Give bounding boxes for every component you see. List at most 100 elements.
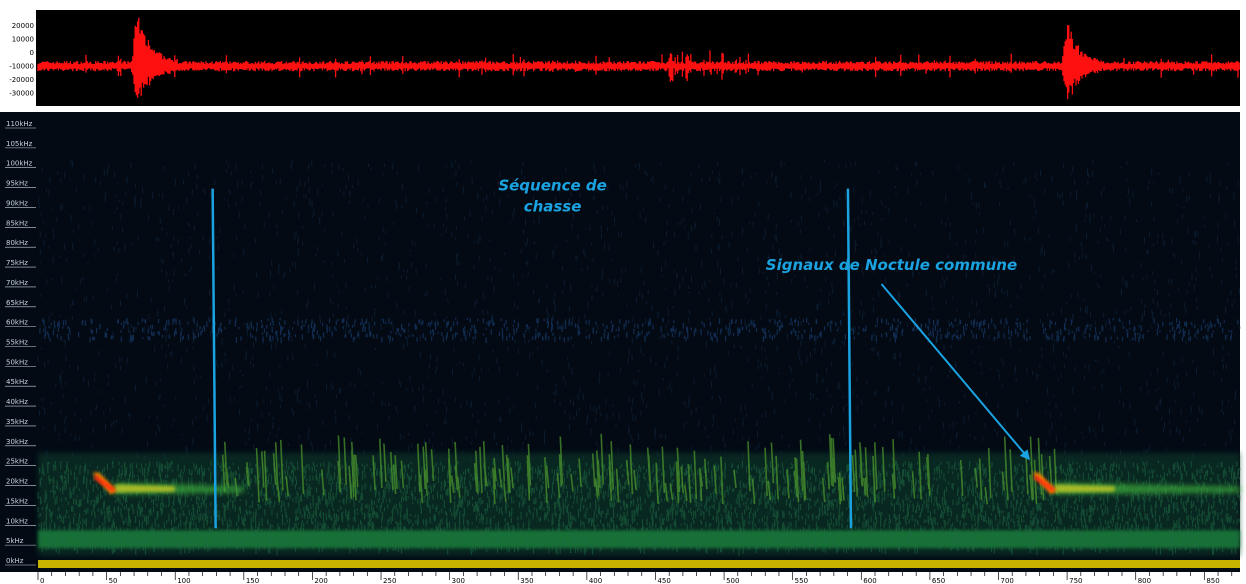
annotation-line: chasse xyxy=(524,198,582,216)
x-tick-label: 300 xyxy=(452,577,465,584)
spectrogram-y-tick-label: 30kHz xyxy=(6,438,28,446)
spectrogram-y-tick-label: 50kHz xyxy=(6,358,28,366)
x-tick-label: 400 xyxy=(589,577,602,584)
noctule-call xyxy=(92,472,244,495)
spectrogram-y-tick: 30kHz xyxy=(5,438,36,447)
spectrogram-y-tick-label: 95kHz xyxy=(6,180,28,188)
hunting-call-streaks xyxy=(221,433,1058,505)
x-tick-label: 750 xyxy=(1069,577,1082,584)
harmonic-band-60khz xyxy=(39,317,1239,344)
spectrogram-y-tick: 40kHz xyxy=(5,398,36,407)
x-tick-label: 600 xyxy=(863,577,876,584)
waveform-signal xyxy=(37,17,1240,99)
spectrogram-y-tick-label: 105kHz xyxy=(6,140,33,148)
sequence-markers xyxy=(211,188,853,529)
waveform-y-tick-label: 10000 xyxy=(12,36,34,44)
x-tick-label: 50 xyxy=(109,577,118,584)
spectrogram-y-tick: 85kHz xyxy=(5,219,36,228)
spectrogram-y-tick-label: 35kHz xyxy=(6,418,28,426)
spectrogram-y-tick: 35kHz xyxy=(5,418,36,427)
noctule-call xyxy=(1032,472,1240,495)
spectrogram-y-tick-label: 5kHz xyxy=(6,537,24,545)
annotations: Séquence de chasse Signaux de Noctule comm… xyxy=(498,177,1031,461)
x-tick-label: 450 xyxy=(657,577,670,584)
spectrogram-y-tick: 95kHz xyxy=(5,180,36,188)
spectrogram-energy-band xyxy=(37,433,1241,557)
spectrogram-y-tick: 0kHz xyxy=(5,557,36,566)
spectrogram-y-tick-label: 110kHz xyxy=(6,120,33,128)
waveform-trace xyxy=(37,17,1240,99)
x-axis: 0 50 100 150 200 250 300 350 400 450 500 550 600 650 7… xyxy=(37,572,1233,584)
spectrogram-floor xyxy=(38,560,1240,568)
waveform-y-tick-label: -20000 xyxy=(9,76,34,84)
spectrogram-y-tick-label: 80kHz xyxy=(6,239,28,247)
sequence-end-marker xyxy=(846,188,853,529)
spectrogram-y-tick-label: 20kHz xyxy=(6,478,28,486)
spectrogram-y-tick: 15kHz xyxy=(5,497,36,506)
annotation-line: Signaux de Noctule commune xyxy=(766,256,1017,274)
annotation-noctule-signals: Signaux de Noctule commune xyxy=(766,256,1017,274)
spectrogram-y-tick: 5kHz xyxy=(5,537,36,546)
x-tick-label: 100 xyxy=(177,577,190,584)
spectrogram-calls xyxy=(92,472,1240,495)
x-tick-label: 350 xyxy=(520,577,533,584)
spectrogram-y-tick: 105kHz xyxy=(5,140,36,149)
spectrogram-y-tick-label: 90kHz xyxy=(6,199,28,207)
spectrogram-y-tick-label: 40kHz xyxy=(6,398,28,406)
annotation-arrow xyxy=(880,283,1031,461)
x-tick-label: 250 xyxy=(383,577,396,584)
spectrogram-y-tick: 80kHz xyxy=(5,239,36,248)
spectrogram-noise xyxy=(37,159,1241,531)
x-tick-label: 850 xyxy=(1206,577,1219,584)
sequence-start-marker xyxy=(211,188,217,529)
spectrogram-y-tick: 10kHz xyxy=(5,517,36,526)
annotation-hunting-sequence: Séquence de chasse xyxy=(498,177,606,216)
waveform-y-axis: 20000 10000 0 -10000 -20000 -30000 xyxy=(9,22,34,98)
waveform-y-tick-label: 0 xyxy=(30,49,34,57)
x-tick-label: 150 xyxy=(246,577,259,584)
spectrogram-y-tick: 70kHz xyxy=(5,279,36,288)
call-tail-core xyxy=(1054,484,1115,493)
spectrogram-y-tick-label: 65kHz xyxy=(6,299,28,307)
spectrogram-y-tick: 20kHz xyxy=(5,478,36,486)
spectrogram-y-tick: 110kHz xyxy=(5,120,36,129)
spectrogram-y-tick-label: 60kHz xyxy=(6,319,28,327)
spectrogram-y-tick: 75kHz xyxy=(5,259,36,268)
spectrogram-y-tick-label: 45kHz xyxy=(6,378,28,386)
waveform-panel: 20000 10000 0 -10000 -20000 -30000 xyxy=(9,10,1240,106)
x-tick-label: 700 xyxy=(1001,577,1014,584)
spectrogram-y-tick: 65kHz xyxy=(5,299,36,308)
spectrogram-y-tick-label: 10kHz xyxy=(6,517,28,525)
spectrogram-y-tick: 90kHz xyxy=(5,199,36,208)
spectrogram-y-tick-label: 85kHz xyxy=(6,219,28,227)
call-peak-energy xyxy=(1033,474,1055,493)
x-axis-strip xyxy=(0,572,1246,584)
spectrogram-y-tick: 25kHz xyxy=(5,458,36,466)
x-tick-label: 500 xyxy=(726,577,739,584)
spectrogram-panel: 110kHz 105kHz 100kHz 95kHz 90kHz 85kHz 80kHz 75… xyxy=(0,112,1241,572)
x-tick-label: 200 xyxy=(314,577,327,584)
x-tick-label: 650 xyxy=(932,577,945,584)
waveform-background xyxy=(36,10,1240,106)
call-peak-energy xyxy=(93,474,116,493)
waveform-y-tick-label: 20000 xyxy=(12,22,34,30)
x-tick-label: 550 xyxy=(795,577,808,584)
spectrogram-y-tick: 60kHz xyxy=(5,319,36,327)
spectrogram-y-tick: 100kHz xyxy=(5,160,36,169)
waveform-y-tick-label: -30000 xyxy=(9,90,34,98)
spectrogram-y-axis: 110kHz 105kHz 100kHz 95kHz 90kHz 85kHz 80kHz 75… xyxy=(5,120,36,566)
spectrogram-y-tick-label: 55kHz xyxy=(6,339,28,347)
spectrogram-y-tick: 50kHz xyxy=(5,358,36,367)
spectrogram-y-tick-label: 0kHz xyxy=(6,557,24,565)
spectrogram-y-tick: 55kHz xyxy=(5,339,36,347)
spectrogram-y-tick-label: 75kHz xyxy=(6,259,28,267)
x-tick-label: 0 xyxy=(40,577,44,584)
spectrogram-y-tick-label: 25kHz xyxy=(6,458,28,466)
panel-divider xyxy=(0,106,1246,112)
spectrogram-y-tick-label: 70kHz xyxy=(6,279,28,287)
x-tick-label: 800 xyxy=(1138,577,1151,584)
call-tail-core xyxy=(114,484,175,493)
spectrogram-y-tick: 45kHz xyxy=(5,378,36,387)
waveform-y-tick-label: -10000 xyxy=(9,63,34,71)
